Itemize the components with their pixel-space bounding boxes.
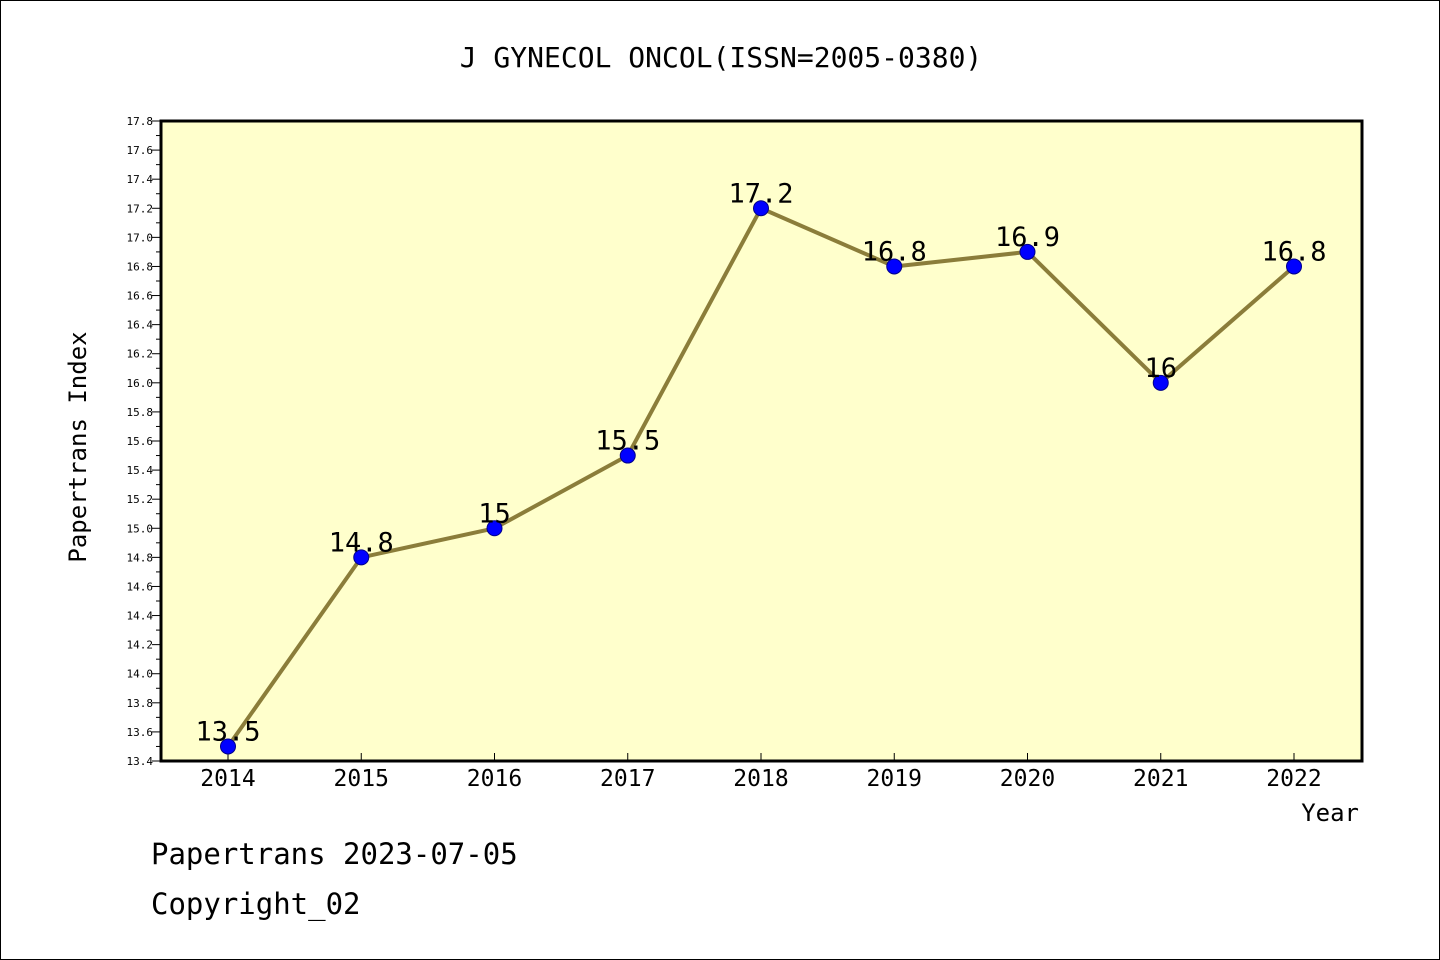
y-tick-label: 17.4 <box>127 173 154 186</box>
y-tick-label: 16.8 <box>127 260 154 273</box>
x-tick-label: 2018 <box>733 766 788 792</box>
y-tick-label: 16.0 <box>127 377 154 390</box>
y-tick-label: 15.8 <box>127 406 154 419</box>
y-tick-label: 15.4 <box>127 464 154 477</box>
y-tick-label: 13.8 <box>127 697 154 710</box>
x-tick-label: 2022 <box>1266 766 1321 792</box>
y-tick-label: 17.0 <box>127 231 154 244</box>
y-tick-label: 16.6 <box>127 290 154 303</box>
data-point <box>886 258 903 275</box>
y-tick-label: 14.6 <box>127 580 154 593</box>
data-label: 16.9 <box>995 222 1060 253</box>
data-label: 13.5 <box>195 716 260 747</box>
y-tick-label: 14.8 <box>127 551 154 564</box>
y-tick-label: 17.8 <box>127 115 154 128</box>
x-tick-label: 2021 <box>1133 766 1188 792</box>
y-tick-label: 16.4 <box>127 319 154 332</box>
data-point <box>1019 243 1036 260</box>
data-point <box>353 549 370 566</box>
y-tick-label: 16.2 <box>127 348 154 361</box>
x-tick-label: 2015 <box>334 766 389 792</box>
data-label: 16.8 <box>862 236 927 267</box>
y-tick-label: 13.6 <box>127 726 154 739</box>
data-point <box>753 200 769 217</box>
data-point <box>1152 374 1169 391</box>
data-label: 14.8 <box>329 527 394 558</box>
data-label: 17.2 <box>728 178 793 209</box>
chart-title: J GYNECOL ONCOL(ISSN=2005-0380) <box>460 41 983 74</box>
y-axis: 13.4 13.6 13.8 14.0 14.2 14.4 14.6 14.8 15.0 15.2… <box>127 115 161 768</box>
y-tick-label: 15.6 <box>127 435 154 448</box>
y-tick-label: 14.2 <box>127 639 154 652</box>
plot-area <box>159 119 1364 763</box>
data-label: 15 <box>478 498 511 529</box>
x-tick-label: 2020 <box>1000 766 1055 792</box>
y-tick-label: 13.4 <box>127 755 154 768</box>
x-axis: 2014 2015 2016 2017 2018 2019 2020 2021 2022 <box>200 753 1322 792</box>
x-axis-label: Year <box>1301 799 1359 827</box>
y-tick-label: 17.6 <box>127 144 154 157</box>
y-tick-label: 15.0 <box>127 522 154 535</box>
y-axis-label: Papertrans Index <box>64 331 92 562</box>
data-label: 16.8 <box>1261 236 1326 267</box>
x-tick-label: 2016 <box>467 766 522 792</box>
x-tick-label: 2017 <box>600 766 655 792</box>
y-tick-label: 14.0 <box>127 668 154 681</box>
x-tick-label: 2014 <box>200 766 255 792</box>
data-point <box>619 447 636 464</box>
data-point <box>486 520 503 537</box>
y-tick-label: 15.2 <box>127 493 154 506</box>
y-tick-label: 17.2 <box>127 202 154 215</box>
data-point <box>1286 258 1302 275</box>
footer-date: Papertrans 2023-07-05 <box>151 837 518 871</box>
y-tick-label: 14.4 <box>127 610 154 623</box>
data-label: 15.5 <box>595 426 660 457</box>
footer-copyright: Copyright_02 <box>151 887 361 921</box>
series-group: 13.5 14.8 15 15.5 17.2 16.8 16.9 16 16.8 <box>195 178 1327 755</box>
data-label: 16 <box>1144 353 1177 384</box>
data-point <box>220 738 236 755</box>
x-tick-label: 2019 <box>867 766 922 792</box>
